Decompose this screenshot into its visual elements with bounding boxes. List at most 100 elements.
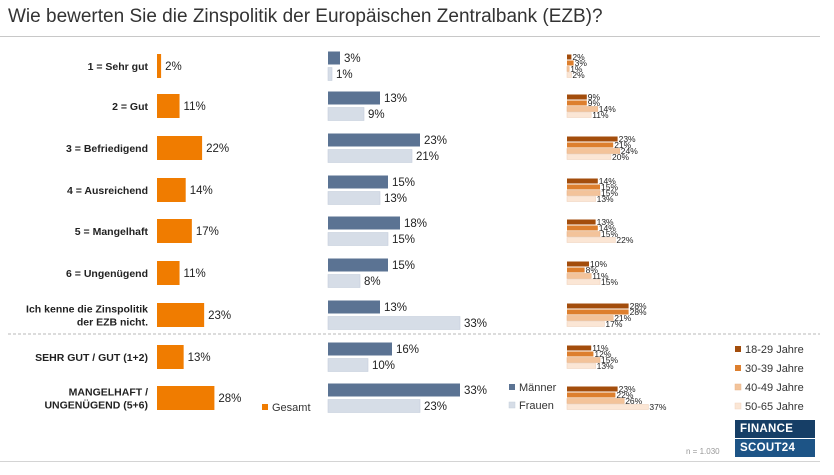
data-label: 11%: [184, 268, 206, 280]
data-label: 13%: [384, 93, 407, 105]
data-label: 16%: [396, 344, 419, 356]
bar-maenner: [328, 133, 420, 147]
data-label: 28%: [218, 393, 241, 405]
bar-maenner: [328, 300, 380, 314]
bar-age_40_49: [566, 106, 599, 112]
bar-age_18_29: [567, 386, 618, 392]
bar-age_40_49: [566, 315, 614, 321]
data-label: 23%: [208, 310, 231, 322]
legend-swatch-age_18_29: [735, 346, 741, 352]
bar-maenner: [328, 383, 460, 397]
bar-age_18_29: [567, 219, 596, 225]
legend-swatch-age_30_39: [735, 365, 741, 371]
bar-age_40_49: [566, 148, 621, 154]
bar-age_40_49: [566, 273, 592, 279]
data-label: 21%: [614, 140, 631, 150]
data-label: 10%: [372, 360, 395, 372]
data-label: 13%: [597, 194, 614, 204]
bar-age_18_29: [567, 94, 587, 100]
legend-label-age_50_65: 50-65 Jahre: [745, 401, 804, 413]
bar-frauen: [327, 149, 413, 163]
bar-gesamt: [157, 54, 162, 78]
data-label: 17%: [605, 319, 622, 329]
bar-gesamt: [157, 386, 215, 410]
data-label: 14%: [190, 185, 213, 197]
data-label: 2%: [165, 61, 182, 73]
data-label: 11%: [592, 271, 609, 281]
legend-label-age_30_39: 30-39 Jahre: [745, 363, 804, 375]
data-label: 28%: [630, 301, 647, 311]
data-label: 13%: [384, 193, 407, 205]
bar-gesamt: [157, 219, 192, 243]
data-label: 15%: [392, 260, 415, 272]
data-label: 10%: [590, 259, 607, 269]
bar-gesamt: [157, 303, 205, 327]
bar-age_50_65: [566, 237, 616, 243]
data-label: 23%: [619, 134, 636, 144]
data-label: 13%: [188, 352, 211, 364]
financescout24-logo: FINANCE SCOUT24: [735, 420, 815, 458]
category-label: 1 = Sehr gut: [88, 61, 149, 73]
data-label: 8%: [586, 265, 599, 275]
category-label: 5 = Mangelhaft: [75, 226, 149, 238]
data-label: 14%: [599, 104, 616, 114]
data-label: 13%: [597, 217, 614, 227]
data-label: 15%: [601, 277, 618, 287]
data-label: 23%: [619, 384, 636, 394]
bar-age_50_65: [566, 112, 592, 118]
legend-swatch-age_40_49: [734, 383, 742, 391]
bar-age_50_65: [566, 404, 649, 410]
bar-age_18_29: [567, 178, 598, 184]
legend-label-gesamt: Gesamt: [272, 402, 311, 414]
legend-swatch-maenner: [509, 384, 515, 390]
bar-age_50_65: [566, 154, 612, 160]
data-label: 22%: [616, 235, 633, 245]
data-label: 26%: [625, 396, 642, 406]
bar-gesamt: [157, 178, 186, 202]
bar-frauen: [327, 358, 369, 372]
bar-maenner: [328, 216, 400, 230]
bottom-divider: [0, 461, 820, 462]
bar-age_50_65: [566, 196, 596, 202]
data-label: 23%: [424, 135, 447, 147]
bar-frauen: [327, 316, 461, 330]
bar-maenner: [328, 175, 388, 189]
data-label: 11%: [592, 343, 609, 353]
category-label: 6 = Ungenügend: [66, 268, 148, 280]
bar-gesamt: [157, 261, 180, 285]
legend-swatch-age_50_65: [734, 402, 742, 410]
legend-label-maenner: Männer: [519, 382, 557, 394]
data-label: 37%: [649, 402, 666, 412]
data-label: 28%: [630, 307, 647, 317]
category-label: SEHR GUT / GUT (1+2): [35, 352, 148, 364]
chart-title: Wie bewerten Sie die Zinspolitik der Eur…: [8, 6, 603, 27]
bar-age_40_49: [566, 398, 625, 404]
bar-age_30_39: [567, 100, 587, 106]
data-label: 2%: [572, 52, 585, 62]
sample-size-note: n = 1.030: [686, 447, 720, 456]
bar-age_30_39: [567, 184, 600, 190]
data-label: 15%: [601, 355, 618, 365]
data-label: 22%: [206, 143, 229, 155]
category-label: 3 = Befriedigend: [66, 143, 148, 155]
bar-frauen: [327, 399, 421, 413]
category-label: 2 = Gut: [112, 101, 148, 113]
bar-maenner: [328, 258, 388, 272]
data-label: 33%: [464, 318, 487, 330]
bar-maenner: [328, 51, 340, 65]
bar-age_50_65: [566, 363, 596, 369]
bar-age_50_65: [566, 72, 572, 78]
bar-age_50_65: [566, 279, 601, 285]
legend-label-age_18_29: 18-29 Jahre: [745, 344, 804, 356]
data-label: 21%: [416, 151, 439, 163]
bar-age_40_49: [566, 357, 601, 363]
bar-age_30_39: [567, 351, 594, 357]
data-label: 13%: [597, 361, 614, 371]
bar-age_40_49: [566, 231, 601, 237]
legend-swatch-frauen: [508, 401, 516, 409]
bar-age_40_49: [566, 190, 601, 196]
bar-frauen: [327, 274, 361, 288]
data-label: 1%: [336, 69, 353, 81]
data-label: 1%: [570, 64, 583, 74]
